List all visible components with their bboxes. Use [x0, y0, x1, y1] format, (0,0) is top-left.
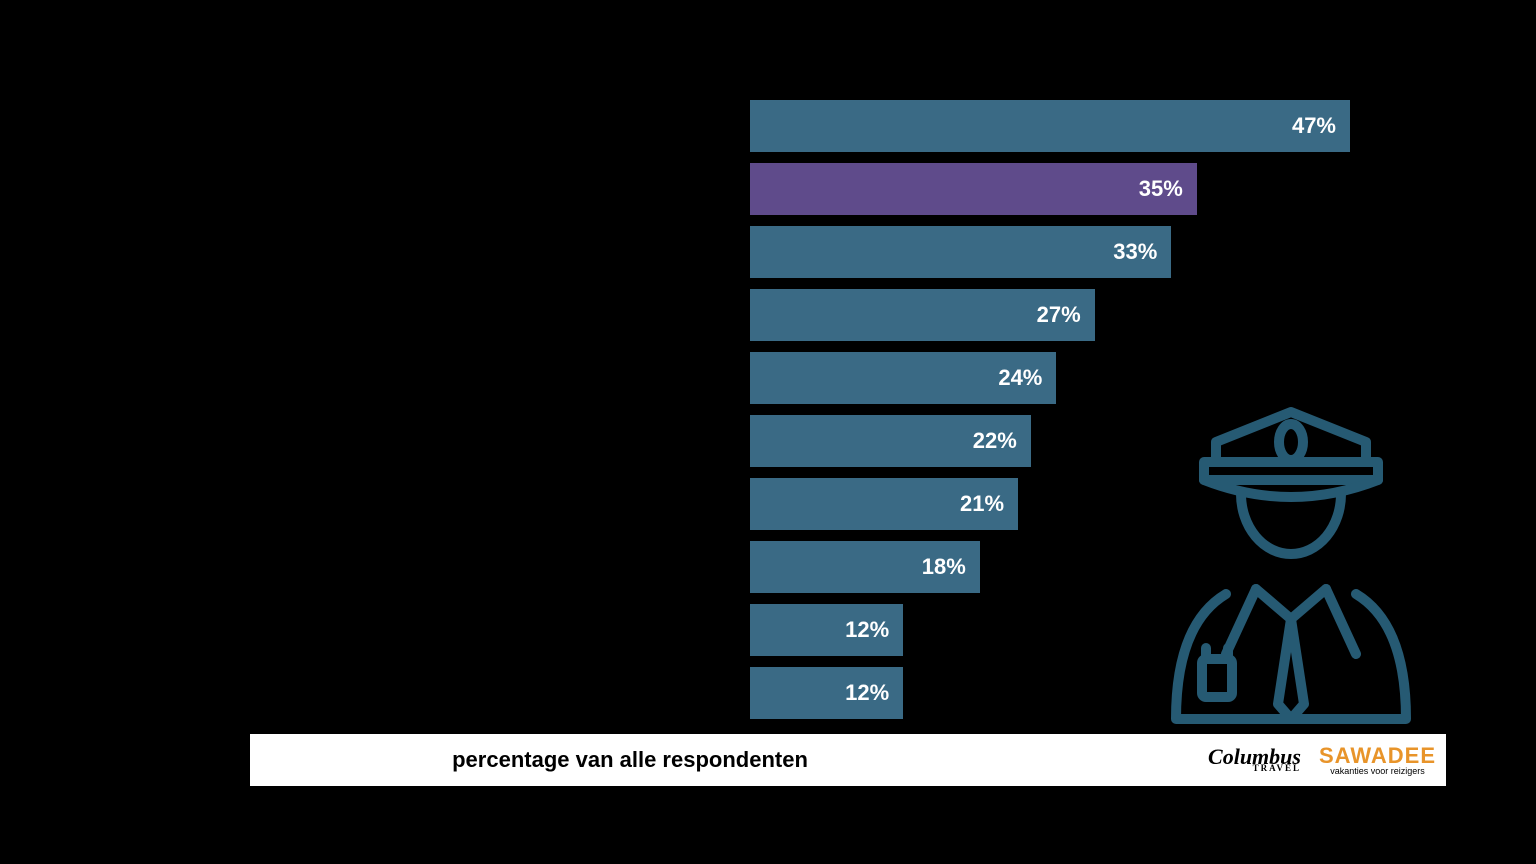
bar: 21%	[750, 478, 1018, 530]
bar: 18%	[750, 541, 980, 593]
chart-row: 47%	[250, 100, 1350, 152]
bar-value: 22%	[973, 428, 1017, 454]
chart-row: 33%	[250, 226, 1350, 278]
bar: 47%	[750, 100, 1350, 152]
bar-value: 12%	[845, 617, 889, 643]
sawadee-logo: SAWADEE vakanties voor reizigers	[1319, 745, 1436, 776]
bar: 35%	[750, 163, 1197, 215]
chart-row: 24%	[250, 352, 1350, 404]
bar: 12%	[750, 604, 903, 656]
bar-track: 47%	[750, 100, 1350, 152]
bar-track: 24%	[750, 352, 1350, 404]
bar-value: 21%	[960, 491, 1004, 517]
sponsor-logos: Columbus TRAVEL SAWADEE vakanties voor r…	[1208, 745, 1436, 776]
bar: 22%	[750, 415, 1031, 467]
bar-value: 24%	[998, 365, 1042, 391]
bar: 27%	[750, 289, 1095, 341]
chart-row: 35%	[250, 163, 1350, 215]
bar-track: 35%	[750, 163, 1350, 215]
bar-value: 33%	[1113, 239, 1157, 265]
security-officer-icon	[1156, 404, 1426, 724]
columbus-logo-sub: TRAVEL	[1253, 765, 1301, 772]
columbus-logo: Columbus TRAVEL	[1208, 748, 1301, 773]
sawadee-logo-sub: vakanties voor reizigers	[1330, 767, 1425, 776]
bar-track: 27%	[750, 289, 1350, 341]
bar-value: 47%	[1292, 113, 1336, 139]
bar-track: 33%	[750, 226, 1350, 278]
bar-value: 35%	[1139, 176, 1183, 202]
footer-strip: percentage van alle respondenten Columbu…	[250, 734, 1446, 786]
sawadee-logo-text: SAWADEE	[1319, 745, 1436, 767]
bar-value: 12%	[845, 680, 889, 706]
bar: 12%	[750, 667, 903, 719]
chart-row: 27%	[250, 289, 1350, 341]
bar: 24%	[750, 352, 1056, 404]
bar-value: 18%	[922, 554, 966, 580]
bar-value: 27%	[1037, 302, 1081, 328]
bar: 33%	[750, 226, 1171, 278]
axis-label: percentage van alle respondenten	[250, 747, 1010, 773]
